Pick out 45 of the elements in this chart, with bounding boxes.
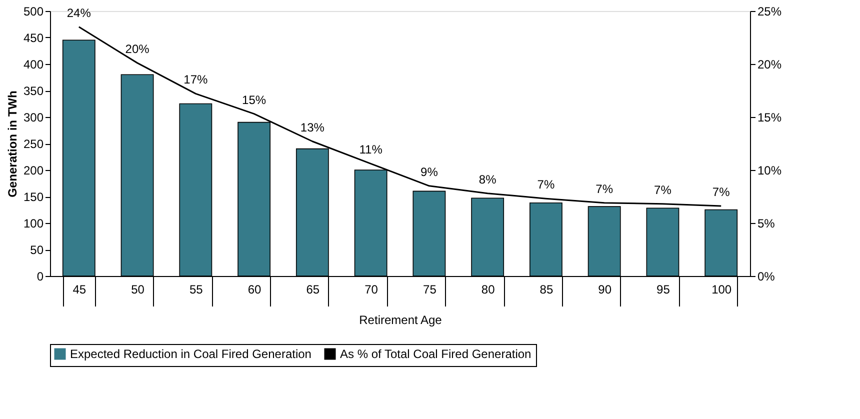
y-tick-label: 350 [23,84,44,98]
y2-tick-label: 25% [758,4,782,18]
data-label: 20% [125,42,150,56]
x-tick-label: 45 [72,282,86,296]
x-tick-label: 85 [540,282,554,296]
data-label: 9% [420,164,438,179]
y-tick-label: 200 [23,164,44,178]
y-tick-label: 50 [30,243,44,257]
data-label: 15% [242,92,266,107]
y2-tick-label: 15% [758,110,782,124]
y-tick-label: 0 [36,270,44,284]
legend-label: Expected Reduction in Coal Fired Generation [70,347,312,361]
data-label: 13% [300,120,325,134]
y2-tick-label: 0% [758,270,776,284]
x-tick-label: 80 [481,282,496,296]
y-tick-label: 150 [23,190,44,204]
x-tick-label: 95 [656,282,670,296]
x-tick-label: 65 [306,282,320,296]
x-axis-title: Retirement Age [359,313,442,327]
x-tick-label: 100 [712,282,732,296]
x-tick-label: 55 [189,282,204,296]
y-tick-label: 450 [23,31,44,45]
data-label: 17% [184,72,208,87]
x-tick-label: 50 [131,282,145,296]
data-label: 8% [478,172,497,186]
y-axis-title: Generation in TWh [5,90,20,198]
x-tick-label: 75 [423,282,437,296]
x-tick-label: 70 [364,282,378,296]
x-tick-label: 60 [248,282,262,296]
y2-tick-label: 20% [758,58,782,72]
y-tick-label: 250 [23,137,44,151]
data-label: 7% [654,182,672,197]
x-tick-label: 90 [598,282,612,296]
y-tick-label: 400 [23,58,44,72]
data-label: 24% [66,6,92,20]
y2-tick-label: 5% [758,216,776,230]
y-tick-label: 300 [23,110,44,124]
data-label: 7% [596,182,614,196]
y2-tick-label: 10% [758,164,782,178]
y-tick-label: 500 [23,4,44,18]
data-label: 11% [359,142,383,157]
legend-label: As % of Total Coal Fired Generation [340,347,532,361]
y-tick-label: 100 [23,216,44,230]
data-label: 7% [537,178,555,192]
data-label: 7% [712,185,730,200]
